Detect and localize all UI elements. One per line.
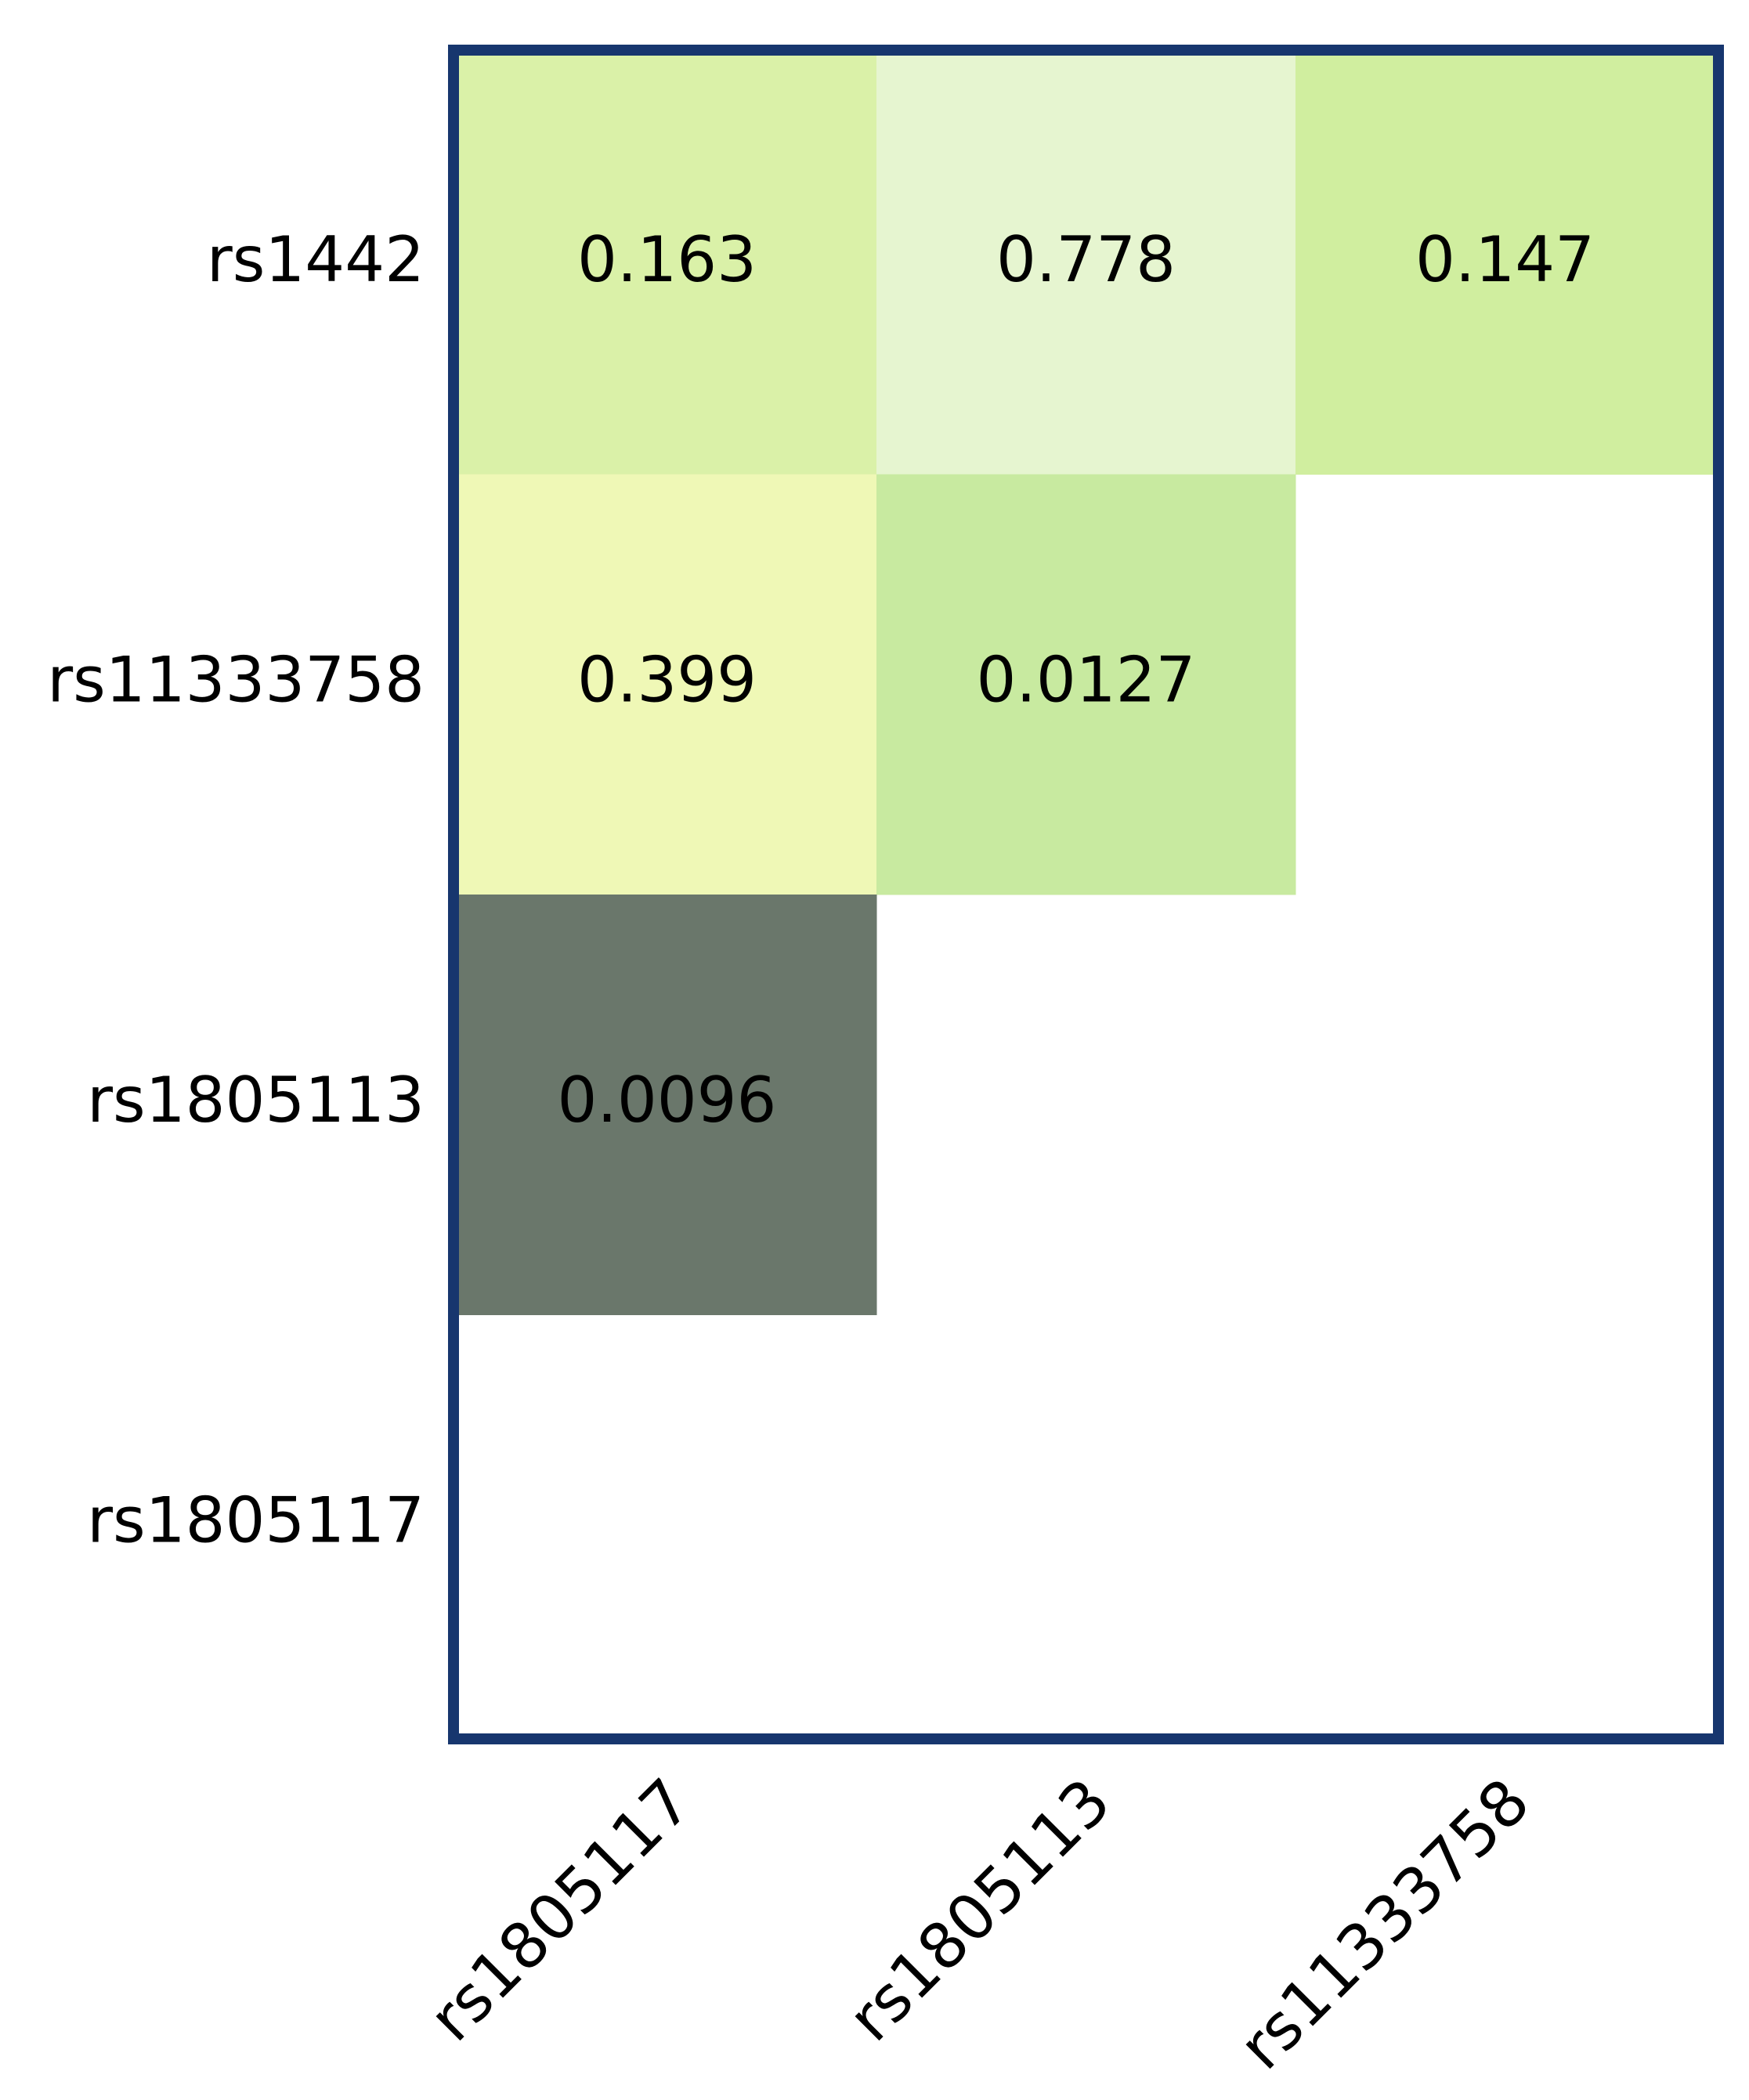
y-tick-label: rs1805117 (87, 1484, 425, 1557)
cell-label: 0.0096 (558, 1064, 777, 1137)
x-tick-label: rs11333758 (1225, 1765, 1543, 2083)
y-tick-label: rs1805113 (87, 1064, 425, 1137)
heatmap-cell (876, 54, 1296, 475)
heatmap-cell (457, 474, 877, 895)
plot-border (448, 45, 1724, 1744)
y-tick-label: rs1442 (207, 223, 425, 296)
heatmap-cell (457, 54, 877, 475)
cell-label: 0.147 (1415, 223, 1595, 296)
heatmap-cell (876, 474, 1296, 895)
cell-label: 0.0127 (977, 644, 1196, 717)
cell-label: 0.399 (577, 644, 757, 717)
x-tick-label: rs1805117 (415, 1765, 705, 2055)
heatmap-cell (1295, 54, 1715, 475)
cell-label: 0.163 (577, 223, 757, 296)
heatmap-cell (457, 895, 877, 1315)
x-tick-label: rs1805113 (834, 1765, 1124, 2055)
cell-label: 0.778 (996, 223, 1176, 296)
y-tick-label: rs11333758 (47, 644, 425, 717)
